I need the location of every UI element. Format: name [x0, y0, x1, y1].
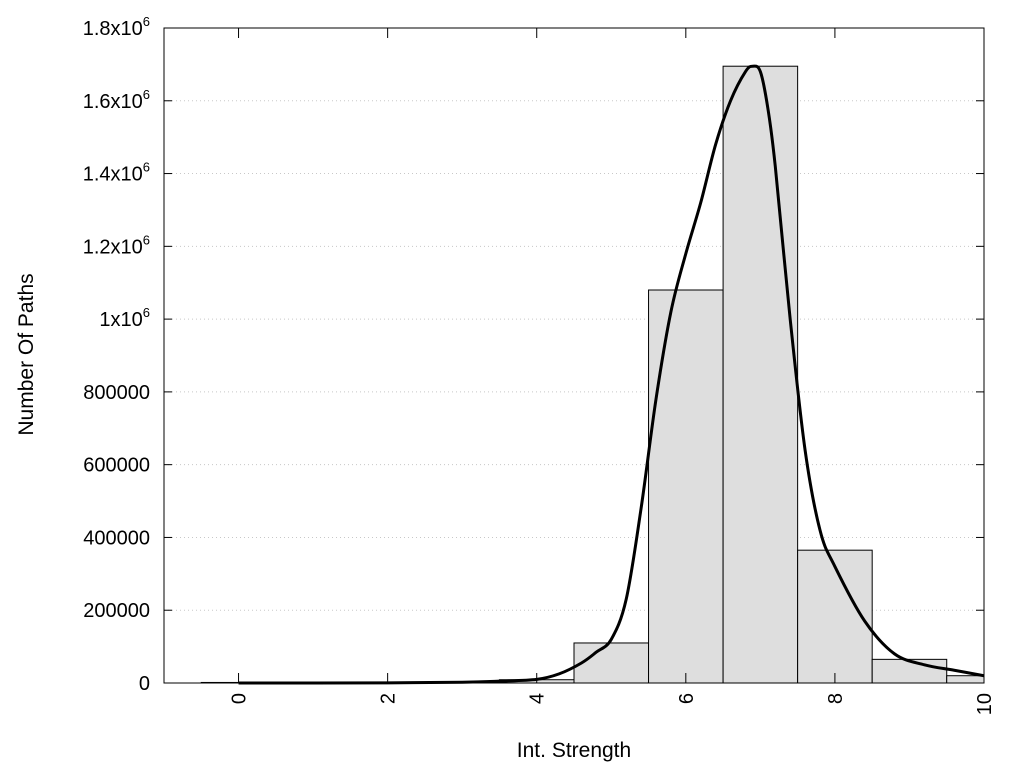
y-tick-label-exponent: 6	[143, 14, 150, 29]
x-tick-label: 4	[527, 693, 549, 704]
y-tick-label-text: 1.8x10	[83, 18, 143, 40]
y-tick-label-text: 400000	[83, 527, 150, 549]
y-tick-label-text: 600000	[83, 455, 150, 477]
y-tick-label-text: 1.6x10	[83, 91, 143, 113]
histogram-bar	[573, 642, 650, 684]
y-tick-label-text: 1.4x10	[83, 164, 143, 186]
x-tick-label: 0	[229, 693, 251, 704]
y-tick-label-text: 200000	[83, 600, 150, 622]
x-tick-label: 8	[825, 693, 847, 704]
y-tick-label: 0	[139, 673, 150, 695]
fit-curve-group	[238, 64, 985, 685]
fit-curve	[238, 64, 985, 685]
histogram-bar	[648, 289, 724, 684]
y-tick-label-text: 800000	[83, 382, 150, 404]
y-tick-label-text: 1.2x10	[83, 236, 143, 258]
y-axis-ticks: 02000004000006000008000001x1061.2x1061.4…	[83, 14, 984, 695]
y-tick-label: 1x106	[99, 305, 150, 331]
y-tick-label: 1.4x106	[83, 160, 150, 186]
y-tick-label-exponent: 6	[143, 160, 150, 175]
y-tick-label: 1.6x106	[83, 87, 150, 113]
y-axis-title: Number Of Paths	[15, 273, 38, 435]
histogram-bars	[200, 65, 985, 684]
y-tick-label: 400000	[83, 527, 150, 549]
histogram-bar	[722, 65, 799, 684]
x-tick-label: 6	[676, 693, 698, 704]
histogram-bar	[871, 658, 948, 684]
y-tick-label: 800000	[83, 382, 150, 404]
y-tick-label: 600000	[83, 455, 150, 477]
x-tick-label: 2	[378, 693, 400, 704]
y-tick-label-text: 0	[139, 673, 150, 695]
y-tick-label: 200000	[83, 600, 150, 622]
x-tick-label: 10	[974, 693, 996, 715]
y-tick-label: 1.8x106	[83, 14, 150, 40]
plot-frame	[163, 27, 985, 684]
y-tick-label-exponent: 6	[143, 87, 150, 102]
y-tick-label-text: 1x10	[99, 309, 142, 331]
histogram-bar	[946, 675, 985, 684]
histogram-bar	[797, 549, 873, 684]
y-tick-label: 1.2x106	[83, 232, 150, 258]
y-tick-label-exponent: 6	[143, 232, 150, 247]
y-tick-label-exponent: 6	[143, 305, 150, 320]
grid-lines	[164, 100, 984, 611]
x-axis-title: Int. Strength	[517, 739, 631, 762]
x-axis-ticks: 0 2 4 6 8 10	[229, 28, 996, 715]
